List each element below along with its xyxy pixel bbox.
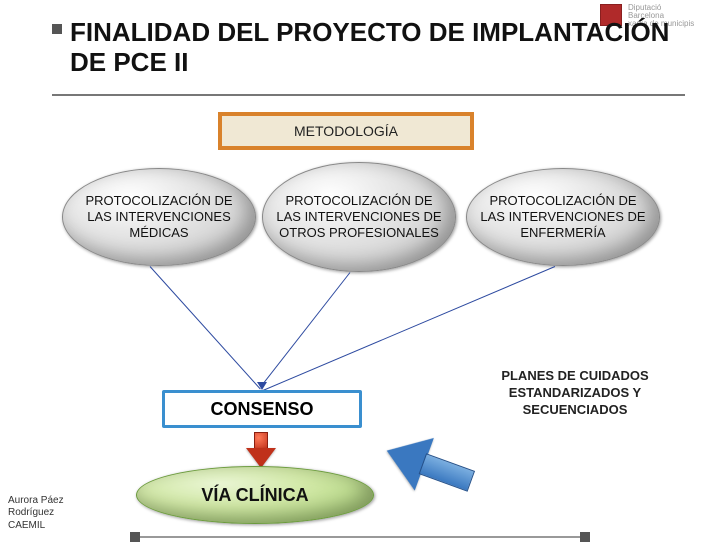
via-clinica-label: VÍA CLÍNICA	[191, 484, 318, 507]
oval-via-clinica: VÍA CLÍNICA	[136, 466, 374, 524]
oval-otros-label: PROTOCOLIZACIÓN DE LAS INTERVENCIONES DE…	[263, 193, 455, 242]
author-line3: CAEMIL	[8, 520, 45, 531]
slide: Diputació Barcelona xarxa de municipis F…	[0, 0, 720, 540]
lines-arrowhead-icon	[257, 382, 267, 390]
line-from-center	[260, 272, 350, 387]
oval-enfermeria: PROTOCOLIZACIÓN DE LAS INTERVENCIONES DE…	[466, 168, 660, 266]
line-from-left	[150, 266, 261, 389]
footer-square-right-icon	[580, 532, 590, 542]
footer-line	[130, 536, 590, 538]
oval-medicas: PROTOCOLIZACIÓN DE LAS INTERVENCIONES MÉ…	[62, 168, 256, 266]
oval-otros: PROTOCOLIZACIÓN DE LAS INTERVENCIONES DE…	[262, 162, 456, 272]
red-down-arrow-icon	[246, 432, 276, 468]
author-line1: Aurora Páez	[8, 495, 64, 506]
oval-enfermeria-label: PROTOCOLIZACIÓN DE LAS INTERVENCIONES DE…	[467, 193, 659, 242]
blue-left-arrow-icon	[377, 424, 481, 507]
author-line2: Rodríguez	[8, 507, 54, 518]
metodologia-box: METODOLOGÍA	[218, 112, 474, 150]
footer-square-left-icon	[130, 532, 140, 542]
oval-medicas-label: PROTOCOLIZACIÓN DE LAS INTERVENCIONES MÉ…	[63, 193, 255, 242]
page-title: FINALIDAD DEL PROYECTO DE IMPLANTACIÓN D…	[70, 18, 680, 78]
author-block: Aurora Páez Rodríguez CAEMIL	[8, 495, 64, 533]
title-underline	[52, 94, 685, 96]
consenso-box: CONSENSO	[162, 390, 362, 428]
planes-text: PLANES DE CUIDADOS ESTANDARIZADOS Y SECU…	[470, 368, 680, 419]
